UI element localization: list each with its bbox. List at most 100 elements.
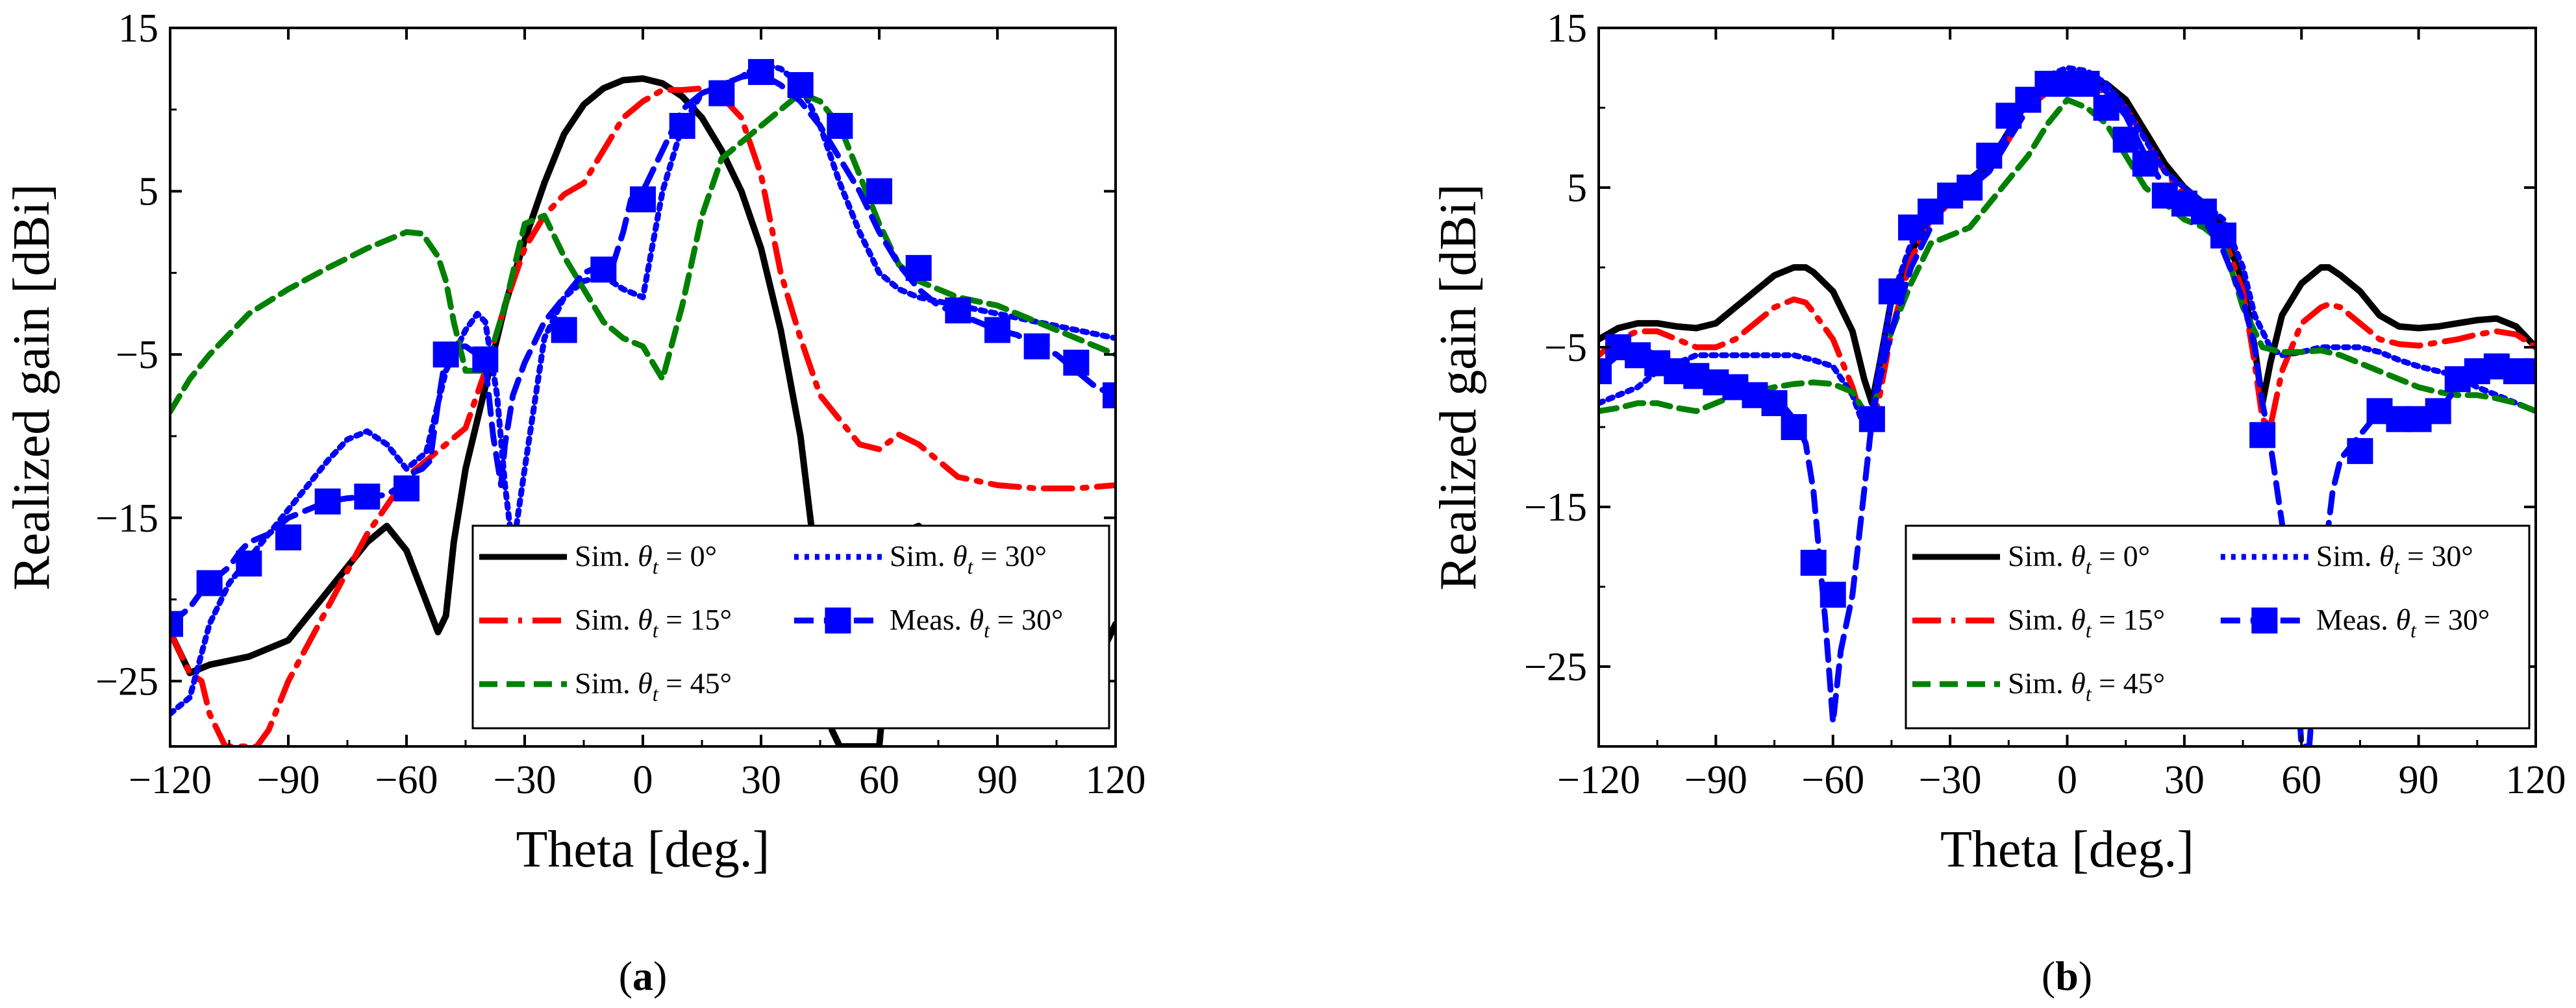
x-tick-label: −30 (1919, 758, 1982, 802)
data-point-marker (354, 484, 381, 510)
legend-marker (825, 608, 851, 633)
data-point-marker (984, 317, 1010, 343)
legend-entry-label: Sim. θt = 30° (890, 539, 1047, 578)
data-point-marker (669, 112, 695, 139)
data-point-marker (2249, 422, 2276, 449)
data-point-marker (1858, 406, 1885, 432)
data-point-marker (432, 341, 459, 368)
x-tick-label: −30 (494, 758, 556, 802)
series-line-1 (1599, 80, 2536, 430)
x-tick-label: 0 (2057, 758, 2077, 802)
x-tick-label: 0 (633, 758, 653, 802)
y-tick-label: −5 (116, 333, 158, 377)
y-tick-label: −15 (1524, 486, 1587, 530)
data-point-marker (708, 80, 735, 106)
data-point-marker (2347, 437, 2373, 464)
data-point-marker (394, 475, 419, 502)
data-point-marker (787, 72, 814, 99)
data-point-marker (1878, 278, 1905, 304)
data-point-marker (472, 346, 499, 373)
data-point-marker (1819, 582, 1846, 608)
data-point-marker (945, 297, 971, 324)
x-tick-label: 60 (2281, 758, 2321, 802)
data-point-marker (551, 317, 577, 343)
x-axis-label: Theta [deg.] (1940, 821, 2194, 878)
legend-entry-label: Sim. θt = 30° (2316, 539, 2473, 578)
series-line-3 (170, 90, 1116, 415)
legend-entry-label: Meas. θt = 30° (890, 603, 1063, 642)
legend-entry-label: Sim. θt = 45° (575, 667, 732, 706)
x-tick-label: −60 (375, 758, 438, 802)
data-point-marker (1063, 349, 1090, 376)
y-tick-label: −5 (1544, 326, 1587, 370)
data-point-marker (2073, 71, 2100, 97)
y-tick-label: 15 (1547, 6, 1587, 51)
data-point-marker (905, 254, 932, 281)
legend: Sim. θt = 0° Sim. θt = 30° Sim. θt = 15° Me… (471, 524, 1110, 730)
x-tick-label: −120 (129, 758, 212, 802)
data-point-marker (827, 112, 853, 139)
data-point-marker (1103, 382, 1116, 409)
x-tick-label: 30 (741, 758, 781, 802)
x-tick-label: −90 (257, 758, 320, 802)
data-point-marker (236, 550, 262, 577)
x-tick-label: 60 (859, 758, 899, 802)
data-point-marker (2190, 198, 2217, 225)
legend-box (471, 524, 1110, 730)
x-tick-label: 90 (977, 758, 1018, 802)
y-tick-label: 15 (118, 6, 158, 51)
data-point-marker (314, 488, 341, 515)
y-tick-label: 5 (1567, 166, 1587, 210)
y-tick-label: 5 (138, 170, 158, 214)
series-line-2 (1599, 65, 2536, 430)
series-line-1 (170, 85, 1116, 746)
legend-entry-label: Sim. θt = 45° (2008, 667, 2165, 706)
data-point-marker (2132, 151, 2158, 177)
x-tick-label: −60 (1801, 758, 1864, 802)
chart-panel-b: −120 −90 −60 −30 0 30 60 90 120 −25 −15 −5 5 15 Theta … (1430, 6, 2566, 999)
y-tick-label: −15 (95, 497, 158, 541)
x-tick-label: 120 (1086, 758, 1146, 802)
data-point-marker (196, 570, 223, 596)
legend-entry-label: Sim. θt = 15° (575, 603, 732, 642)
series-line-4 (1599, 73, 2536, 746)
legend-box (1905, 524, 2531, 730)
data-point-marker (2112, 127, 2139, 153)
data-point-marker (866, 178, 892, 204)
data-point-marker (630, 186, 656, 213)
x-tick-label: 120 (2506, 758, 2566, 802)
y-tick-label: −25 (95, 659, 158, 704)
x-tick-label: −90 (1684, 758, 1747, 802)
legend: Sim. θt = 0° Sim. θt = 30° Sim. θt = 15° Me… (1905, 524, 2531, 730)
y-tick-label: −25 (1524, 645, 1587, 689)
y-axis-label: Realized gain [dBi] (1430, 184, 1487, 590)
data-point-marker (748, 58, 774, 85)
data-point-marker (1976, 142, 2003, 169)
panel-caption: (a) (619, 953, 668, 999)
legend-entry-label: Sim. θt = 0° (575, 539, 717, 578)
series-line-2 (170, 60, 1116, 717)
data-point-marker (1599, 358, 1612, 384)
data-point-marker (1761, 390, 1788, 417)
data-point-marker (1781, 414, 1807, 440)
data-point-marker (1957, 175, 1983, 201)
x-axis-label: Theta [deg.] (516, 821, 770, 878)
legend-entry-label: Sim. θt = 0° (2008, 539, 2150, 578)
legend-marker (2251, 608, 2278, 633)
series-line-3 (1599, 97, 2536, 423)
legend-entry-label: Sim. θt = 15° (2008, 603, 2165, 642)
chart-panel-a: −120 −90 −60 −30 0 30 60 90 120 −25 −15 −5 5 15 Theta … (3, 6, 1146, 999)
data-point-marker (2093, 95, 2120, 121)
data-point-marker (2425, 398, 2451, 424)
legend-entry-label: Meas. θt = 30° (2316, 603, 2490, 642)
x-tick-label: 30 (2164, 758, 2205, 802)
x-tick-label: 90 (2399, 758, 2439, 802)
data-point-marker (170, 611, 183, 637)
x-tick-label: −120 (1557, 758, 1640, 802)
data-point-marker (1023, 333, 1050, 360)
data-point-marker (590, 256, 617, 283)
plot-area (1599, 65, 2536, 746)
data-point-marker (275, 524, 301, 550)
data-point-marker (2210, 222, 2236, 249)
